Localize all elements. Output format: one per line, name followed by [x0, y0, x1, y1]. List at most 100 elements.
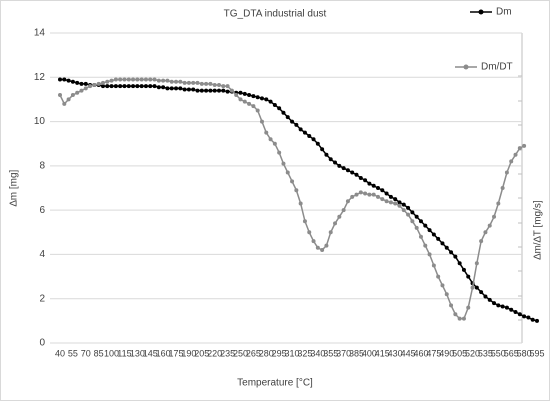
x-tick-label: 385: [349, 348, 364, 358]
data-point: [513, 310, 518, 314]
data-point: [182, 87, 187, 92]
data-point: [479, 239, 484, 244]
data-point: [79, 88, 84, 93]
data-point: [139, 84, 144, 89]
data-point: [363, 178, 368, 183]
x-tick-label: 310: [285, 348, 300, 358]
data-point: [307, 133, 312, 138]
x-tick-label: 40: [55, 348, 65, 358]
data-point: [513, 152, 518, 157]
x-tick-label: 445: [401, 348, 416, 358]
data-point: [221, 84, 226, 89]
x-tick-label: 115: [117, 348, 131, 358]
data-point: [165, 78, 170, 83]
data-point: [384, 191, 389, 196]
data-point: [148, 84, 153, 89]
data-point: [255, 95, 260, 100]
data-point: [118, 77, 123, 82]
y-tick-label: 6: [39, 205, 45, 216]
data-point: [461, 316, 466, 321]
x-tick-label: 70: [81, 348, 91, 358]
x-tick-label: 130: [130, 348, 145, 358]
data-point: [217, 88, 221, 93]
data-point: [135, 77, 140, 82]
data-point: [195, 88, 200, 93]
data-point: [333, 221, 338, 226]
data-point: [427, 252, 432, 257]
data-point: [307, 230, 312, 235]
data-point: [427, 228, 432, 233]
data-point: [367, 181, 372, 186]
data-point: [62, 77, 67, 82]
data-point: [522, 314, 527, 319]
data-point: [492, 214, 497, 219]
data-point: [393, 201, 398, 206]
data-point: [479, 290, 484, 295]
data-point: [75, 80, 80, 85]
data-point: [453, 312, 458, 317]
data-point: [444, 292, 449, 297]
data-point: [83, 86, 88, 91]
data-point: [152, 84, 157, 89]
data-point: [376, 194, 380, 199]
data-point: [345, 168, 350, 173]
data-point: [259, 96, 264, 101]
data-point: [234, 93, 239, 97]
data-point: [371, 183, 376, 188]
data-point: [264, 97, 269, 102]
data-point: [264, 130, 269, 135]
data-point: [474, 285, 479, 290]
x-tick-label: 400: [362, 348, 377, 358]
data-point: [70, 93, 75, 97]
x-tick-label: 565: [504, 348, 519, 358]
data-point: [182, 80, 187, 85]
data-point: [268, 99, 273, 104]
data-point: [247, 101, 252, 106]
x-tick-label: 550: [491, 348, 506, 358]
data-point: [217, 83, 221, 88]
data-point: [418, 234, 423, 239]
data-point: [169, 79, 174, 84]
data-point: [436, 236, 441, 241]
data-point: [393, 197, 398, 202]
data-point: [122, 84, 127, 89]
data-point: [143, 77, 148, 82]
data-point: [251, 94, 256, 99]
data-point: [105, 79, 110, 84]
data-point: [517, 146, 522, 151]
data-point: [139, 77, 144, 82]
data-point: [388, 194, 393, 199]
data-point: [161, 78, 166, 83]
data-point: [457, 261, 462, 266]
data-point: [195, 80, 200, 85]
data-point: [92, 83, 97, 88]
data-point: [522, 143, 527, 148]
data-point: [131, 77, 136, 82]
data-point: [126, 84, 131, 89]
data-point: [414, 225, 419, 230]
data-point: [457, 316, 462, 321]
data-point: [58, 93, 62, 97]
data-point: [406, 212, 411, 217]
data-point: [238, 90, 243, 95]
data-point: [449, 303, 454, 308]
data-point: [388, 200, 393, 205]
data-point: [354, 192, 359, 197]
data-point: [483, 294, 488, 299]
x-tick-label: 355: [323, 348, 338, 358]
data-point: [337, 214, 342, 219]
data-point: [105, 84, 110, 89]
data-point: [255, 108, 260, 113]
series-line: [60, 78, 538, 322]
data-point: [277, 150, 282, 155]
data-point: [178, 79, 183, 84]
data-point: [474, 261, 479, 266]
x-tick-label: 415: [375, 348, 390, 358]
y-tick-label: 0: [39, 338, 45, 349]
data-point: [122, 77, 127, 82]
data-point: [174, 86, 179, 91]
data-point: [290, 179, 295, 184]
data-point: [113, 84, 118, 89]
data-point: [320, 248, 325, 252]
data-point: [143, 84, 148, 89]
